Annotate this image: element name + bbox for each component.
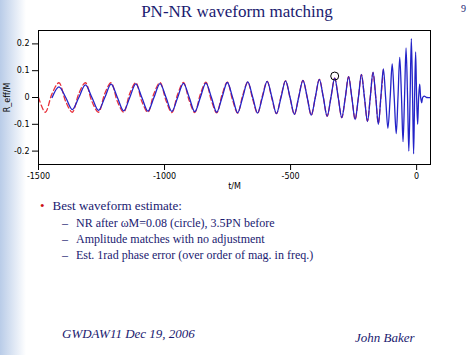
svg-text:-500: -500 [282,172,300,181]
html-text:9: 9 [461,3,466,14]
html-text:Est. 1rad phase error (over or: Est. 1rad phase error (over order of mag… [76,248,314,262]
html-text:NR after ωM=0.08 (circle), 3.5: NR after ωM=0.08 (circle), 3.5PN before [76,216,275,230]
svg-text:0: 0 [414,172,419,181]
svg-text:0.1: 0.1 [17,66,30,75]
html-text:Best waveform estimate:: Best waveform estimate: [52,198,182,213]
html-text:GWDAW11 Dec 19, 2006: GWDAW11 Dec 19, 2006 [62,326,195,341]
svg-text:-1000: -1000 [153,172,176,181]
html-text:Amplitude matches with no adju: Amplitude matches with no adjustment [76,232,265,246]
svg-text:R_eff/M: R_eff/M [3,83,12,113]
svg-text:-0.1: -0.1 [14,120,30,129]
svg-text:0: 0 [24,93,29,102]
svg-text:t/M: t/M [228,182,241,191]
svg-text:-0.2: -0.2 [14,147,30,156]
html-text:John Baker: John Baker [355,330,415,345]
svg-text:-1500: -1500 [27,172,50,181]
html-text:PN-NR waveform matching: PN-NR waveform matching [141,2,333,21]
svg-text:0.2: 0.2 [17,39,30,48]
